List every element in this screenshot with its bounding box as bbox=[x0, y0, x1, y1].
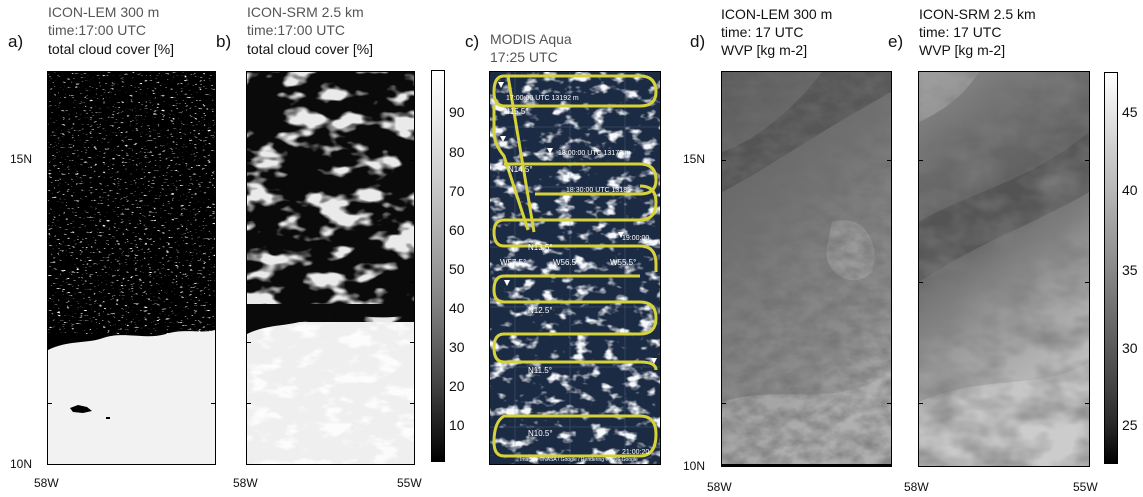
lon-label-right: 55W bbox=[397, 476, 422, 490]
lon-label-left: 58W bbox=[233, 476, 258, 490]
tick-mark bbox=[47, 160, 52, 161]
panel-e-title-variable: WVP [kg m-2] bbox=[919, 42, 1006, 58]
colorbar-wvp bbox=[1104, 72, 1118, 464]
lon-label-left: 58W bbox=[904, 480, 929, 494]
panel-a-title-model: ICON-LEM 300 m bbox=[48, 4, 160, 20]
modis-lat-label: N14.5° bbox=[508, 165, 533, 174]
tick-mark bbox=[1085, 282, 1090, 283]
tick-mark bbox=[410, 160, 415, 161]
panel-e-title-model: ICON-SRM 2.5 km bbox=[919, 6, 1036, 22]
panel-c-title-instrument: MODIS Aqua bbox=[490, 31, 572, 47]
colorbar-cloud-label: 90 bbox=[449, 104, 465, 120]
colorbar-wvp-label: 45 bbox=[1122, 104, 1138, 120]
panel-a-letter: a) bbox=[8, 32, 24, 51]
panel-c-title-time: 17:25 UTC bbox=[490, 49, 558, 65]
lat-label-bottom: 10N bbox=[10, 457, 33, 471]
colorbar-cloud-label: 20 bbox=[449, 378, 465, 394]
tick-mark bbox=[410, 282, 415, 283]
colorbar-cloud-label: 30 bbox=[449, 339, 465, 355]
tick-mark bbox=[410, 342, 415, 343]
tick-mark bbox=[1085, 160, 1090, 161]
panel-a-title-variable: total cloud cover [%] bbox=[48, 41, 175, 57]
tick-mark bbox=[887, 403, 892, 404]
tick-mark bbox=[246, 220, 251, 221]
colorbar-cloud-label: 50 bbox=[449, 261, 465, 277]
tick-mark bbox=[887, 160, 892, 161]
tick-mark bbox=[47, 403, 52, 404]
colorbar-cloud-cover bbox=[431, 70, 445, 462]
modis-lat-label: N10.5° bbox=[528, 429, 553, 438]
tick-mark bbox=[246, 282, 251, 283]
modis-waypoint-label: 18:00:00 UTC 13179 m bbox=[558, 150, 631, 157]
colorbar-wvp-label: 25 bbox=[1122, 417, 1138, 433]
colorbar-cloud-label: 60 bbox=[449, 222, 465, 238]
panel-e-letter: e) bbox=[888, 32, 904, 51]
panel-d-wvp-map bbox=[721, 71, 892, 467]
colorbar-cloud-label: 80 bbox=[449, 144, 465, 160]
panel-d-title-variable: WVP [kg m-2] bbox=[721, 42, 808, 58]
panel-d-title-model: ICON-LEM 300 m bbox=[721, 6, 833, 22]
tick-mark bbox=[410, 403, 415, 404]
tick-mark bbox=[918, 403, 923, 404]
modis-lon-label: W57.5° bbox=[500, 258, 526, 267]
panel-e-title-time: time: 17 UTC bbox=[919, 24, 1002, 40]
modis-lat-label: N15.5° bbox=[504, 107, 529, 116]
panel-c-letter: c) bbox=[465, 32, 480, 51]
modis-lon-label: W55.5° bbox=[610, 258, 636, 267]
tick-mark bbox=[721, 160, 726, 161]
lon-label-left: 58W bbox=[34, 476, 59, 490]
panel-b-cloud-map bbox=[246, 71, 415, 465]
lat-label-top: 15N bbox=[683, 152, 706, 166]
tick-mark bbox=[246, 160, 251, 161]
modis-credit: Imagery ©NASA / Google / Rendering ©2016… bbox=[520, 456, 638, 463]
colorbar-cloud-label: 10 bbox=[449, 417, 465, 433]
tick-mark bbox=[1085, 403, 1090, 404]
tick-mark bbox=[246, 403, 251, 404]
modis-waypoint-label: 19:00:00 bbox=[622, 235, 649, 242]
tick-mark bbox=[721, 403, 726, 404]
panel-d-letter: d) bbox=[690, 32, 706, 51]
colorbar-wvp-label: 40 bbox=[1122, 182, 1138, 198]
lat-label-top: 15N bbox=[10, 152, 33, 166]
panel-e-wvp-map bbox=[918, 71, 1090, 467]
modis-lat-label: N12.5° bbox=[528, 306, 553, 315]
panel-a-title-time: time:17:00 UTC bbox=[48, 22, 147, 38]
tick-mark bbox=[410, 220, 415, 221]
modis-lat-label: N11.5° bbox=[528, 366, 552, 375]
panel-b-title-model: ICON-SRM 2.5 km bbox=[247, 4, 364, 20]
colorbar-wvp-label: 35 bbox=[1122, 262, 1138, 278]
modis-waypoint-label: 21:00:20 bbox=[622, 449, 649, 456]
lon-label-right: 55W bbox=[1073, 480, 1098, 494]
tick-mark bbox=[211, 160, 216, 161]
tick-mark bbox=[918, 282, 923, 283]
colorbar-cloud-label: 70 bbox=[449, 183, 465, 199]
colorbar-cloud-label: 40 bbox=[449, 300, 465, 316]
tick-mark bbox=[246, 342, 251, 343]
panel-b-letter: b) bbox=[216, 32, 232, 51]
panel-a-cloud-map bbox=[47, 71, 216, 465]
lat-label-bottom: 10N bbox=[683, 459, 706, 473]
modis-waypoint-label: 17:00:00 UTC 13192 m bbox=[506, 95, 579, 102]
modis-lat-label: N13.5° bbox=[528, 243, 553, 252]
colorbar-wvp-label: 30 bbox=[1122, 340, 1138, 356]
lon-label-left: 58W bbox=[707, 480, 732, 494]
panel-b-title-time: time:17:00 UTC bbox=[247, 22, 346, 38]
panel-b-title-variable: total cloud cover [%] bbox=[247, 41, 374, 57]
panel-d-title-time: time: 17 UTC bbox=[721, 24, 804, 40]
panel-c-modis-image: N15.5° N14.5° N13.5° N12.5° N11.5° N10.5… bbox=[489, 71, 661, 465]
modis-lon-label: W56.5° bbox=[553, 258, 579, 267]
modis-waypoint-label: 18:30:00 UTC 13185 bbox=[566, 187, 631, 194]
tick-mark bbox=[918, 160, 923, 161]
tick-mark bbox=[211, 403, 216, 404]
